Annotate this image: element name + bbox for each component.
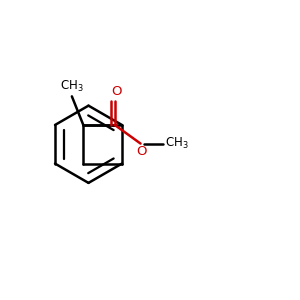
Text: CH$_3$: CH$_3$: [165, 136, 188, 151]
Text: O: O: [136, 145, 146, 158]
Text: CH$_3$: CH$_3$: [60, 79, 84, 94]
Text: O: O: [111, 85, 122, 98]
